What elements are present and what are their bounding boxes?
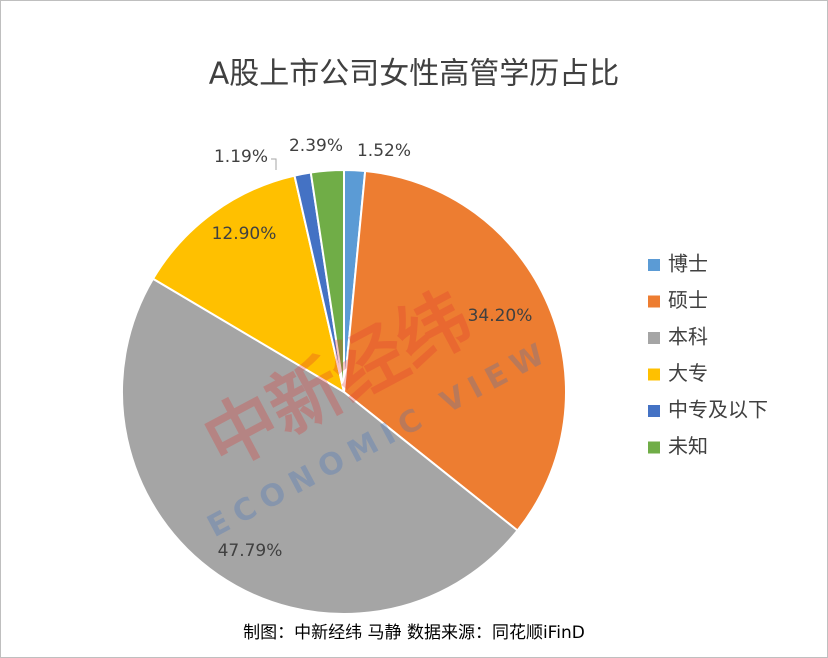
pie-slice [121, 277, 519, 615]
data-label: 34.20% [468, 306, 533, 326]
leader-line [271, 158, 277, 170]
data-label: 1.19% [214, 147, 268, 167]
data-label: 12.90% [212, 224, 277, 244]
legend-swatch [648, 295, 660, 308]
pie-slice [342, 169, 567, 532]
legend-label: 硕士 [668, 288, 708, 312]
chart-title: A股上市公司女性高管学历占比 [209, 57, 620, 92]
legend-label: 未知 [668, 434, 708, 458]
pie-slice [151, 174, 346, 395]
legend-label: 大专 [668, 361, 708, 385]
legend-swatch [648, 405, 660, 417]
data-label: 1.52% [357, 141, 411, 161]
legend-swatch [648, 368, 660, 381]
legend-label: 中专及以下 [668, 398, 768, 422]
pie-slice [309, 168, 345, 393]
legend-swatch [648, 259, 660, 271]
legend-swatch [648, 441, 660, 454]
source-note: 制图：中新经纬 马静 数据来源：同花顺iFinD [243, 623, 585, 643]
legend-label: 博士 [668, 252, 708, 276]
legend-label: 本科 [668, 325, 708, 349]
legend-swatch [648, 332, 660, 344]
pie: 1.52% 34.20% 47.79% 12.90% 1.19% 2.39% [121, 136, 567, 615]
data-label: 47.79% [218, 541, 283, 561]
data-label: 2.39% [289, 136, 343, 156]
